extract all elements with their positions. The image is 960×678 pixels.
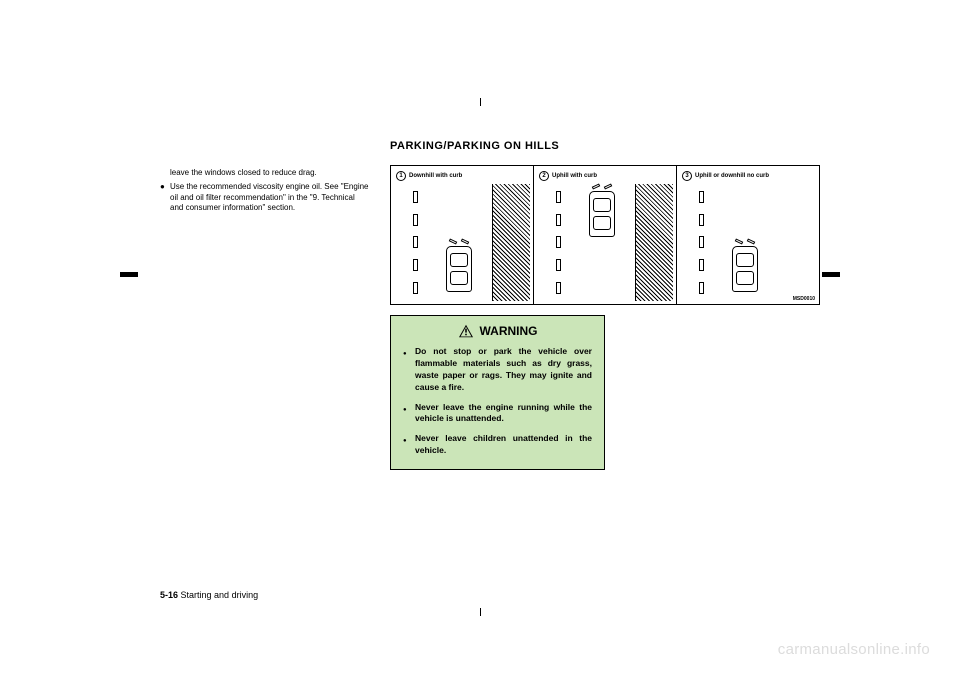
page-content: leave the windows closed to reduce drag.… xyxy=(140,110,820,610)
page-number: 5-16 xyxy=(160,590,178,600)
bullet-icon xyxy=(403,346,415,394)
edge-mark-right xyxy=(822,272,840,277)
watermark: carmanualsonline.info xyxy=(778,641,930,658)
diagram-panel-downhill: 1 Downhill with curb xyxy=(391,166,533,304)
crop-mark xyxy=(480,98,481,106)
curb-hatching xyxy=(492,184,530,301)
bullet-icon xyxy=(403,402,415,426)
lane-dashes xyxy=(413,186,419,299)
warning-item: Do not stop or park the vehicle over fla… xyxy=(403,346,592,394)
diagram-panel-uphill: 2 Uphill with curb xyxy=(533,166,676,304)
warning-heading: WARNING xyxy=(403,324,592,338)
warning-item: Never leave the engine running while the… xyxy=(403,402,592,426)
warning-text: Never leave children unattended in the v… xyxy=(415,433,592,457)
diagram-panel-nocurb: 3 Uphill or downhill no curb MSD0010 xyxy=(676,166,819,304)
warning-box: WARNING Do not stop or park the vehicle … xyxy=(390,315,605,470)
panel-caption: Downhill with curb xyxy=(409,173,462,179)
panel-caption: Uphill or downhill no curb xyxy=(695,173,769,179)
warning-triangle-icon xyxy=(458,324,474,338)
warning-text: Do not stop or park the vehicle over fla… xyxy=(415,346,592,394)
car-icon xyxy=(446,246,472,292)
warning-title-text: WARNING xyxy=(480,324,538,338)
panel-number: 1 xyxy=(396,171,406,181)
panel-number: 2 xyxy=(539,171,549,181)
bullet-text: Use the recommended viscosity engine oil… xyxy=(170,182,370,213)
edge-mark-left xyxy=(120,272,138,277)
lane-dashes xyxy=(556,186,562,299)
page-footer: 5-16 Starting and driving xyxy=(160,590,258,600)
lane-dashes xyxy=(699,186,705,299)
bullet-item: ● Use the recommended viscosity engine o… xyxy=(160,182,370,213)
warning-text: Never leave the engine running while the… xyxy=(415,402,592,426)
warning-list: Do not stop or park the vehicle over fla… xyxy=(403,346,592,457)
panel-caption: Uphill with curb xyxy=(552,173,597,179)
chapter-name: Starting and driving xyxy=(181,590,259,600)
bullet-marker: ● xyxy=(160,182,170,213)
panel-label: 3 Uphill or downhill no curb xyxy=(682,171,769,181)
panel-label: 2 Uphill with curb xyxy=(539,171,597,181)
bullet-icon xyxy=(403,433,415,457)
curb-hatching xyxy=(635,184,673,301)
car-icon xyxy=(732,246,758,292)
panel-number: 3 xyxy=(682,171,692,181)
car-icon xyxy=(589,191,615,237)
parking-diagram: 1 Downhill with curb 2 Uphill with curb xyxy=(390,165,820,305)
diagram-code: MSD0010 xyxy=(793,296,815,302)
section-heading: PARKING/PARKING ON HILLS xyxy=(390,140,559,152)
continued-text: leave the windows closed to reduce drag. xyxy=(160,168,370,178)
left-column-text: leave the windows closed to reduce drag.… xyxy=(160,168,370,214)
warning-item: Never leave children unattended in the v… xyxy=(403,433,592,457)
panel-label: 1 Downhill with curb xyxy=(396,171,462,181)
